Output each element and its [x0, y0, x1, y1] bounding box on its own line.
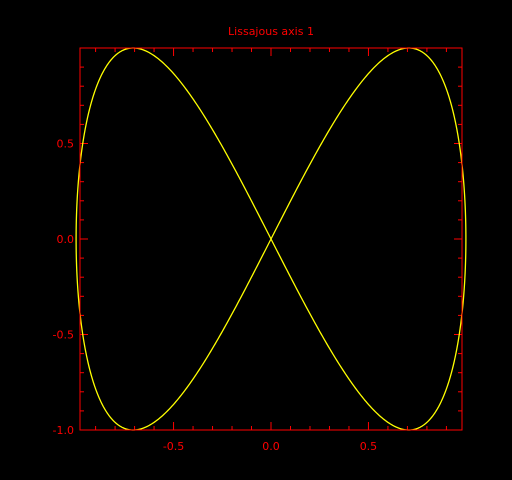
- y-tick-label: 0.5: [57, 138, 75, 151]
- y-tick-label: -0.5: [53, 329, 74, 342]
- series-lissajous-curve: [75, 47, 467, 431]
- plot-frame: [79, 47, 463, 431]
- chart-title: Lissajous axis 1: [228, 25, 314, 38]
- x-tick-label: 0.0: [262, 440, 280, 453]
- y-tick-label: -1.0: [53, 424, 74, 437]
- x-tick-label: 0.5: [360, 440, 378, 453]
- tick-labels: -0.5 0.0 0.5 -1.0 -0.5 0.0 0.5: [53, 138, 378, 454]
- x-tick-label: -0.5: [163, 440, 184, 453]
- y-tick-label: 0.0: [57, 233, 75, 246]
